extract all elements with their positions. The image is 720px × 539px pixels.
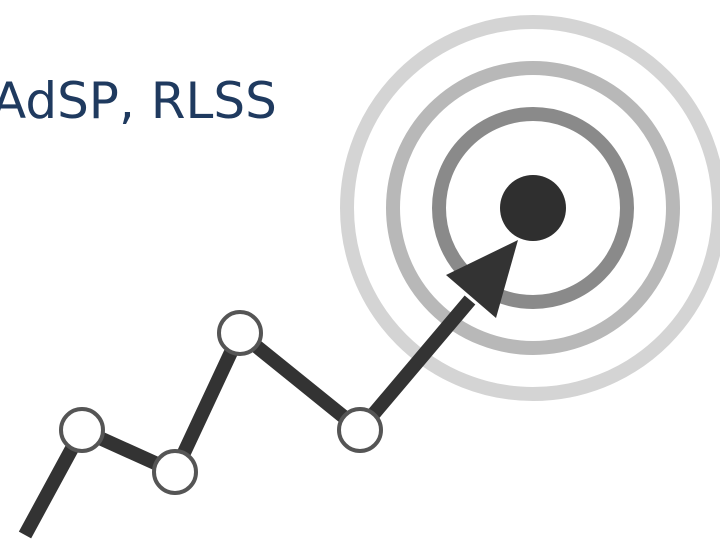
point	[152, 449, 198, 495]
bullseye	[500, 175, 566, 241]
outer-ring	[340, 15, 720, 401]
point	[59, 407, 105, 453]
middle-ring	[386, 61, 680, 355]
inner-ring	[432, 107, 634, 309]
point	[217, 310, 263, 356]
slide-title: AdSP, RLSS	[0, 72, 277, 130]
point	[337, 407, 383, 453]
arrow-head	[446, 240, 518, 318]
